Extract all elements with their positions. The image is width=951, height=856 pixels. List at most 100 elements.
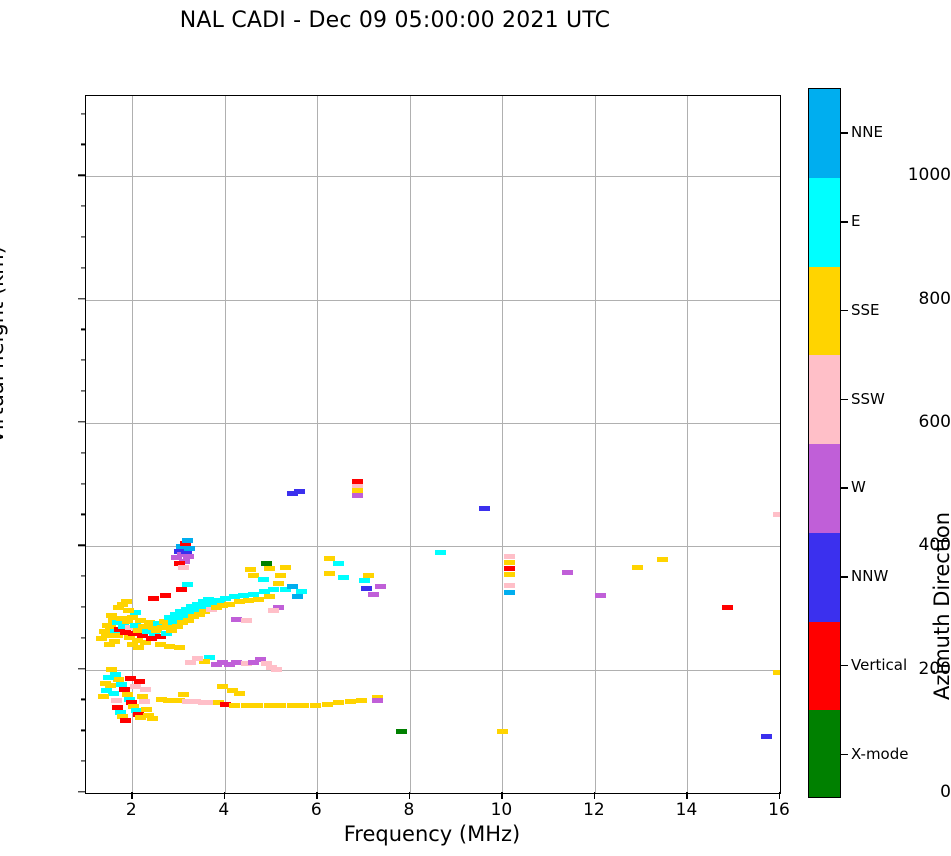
data-point	[351, 488, 363, 494]
data-point	[182, 617, 194, 623]
colorbar-segment-ssw[interactable]	[809, 355, 840, 444]
data-point	[721, 605, 733, 611]
x-axis-label: Frequency (MHz)	[343, 822, 521, 846]
data-point	[367, 591, 379, 597]
y-tick-minor	[81, 698, 85, 701]
data-point	[231, 659, 243, 665]
data-point	[279, 564, 291, 570]
data-point	[131, 637, 143, 643]
data-point	[189, 699, 201, 705]
data-point	[245, 567, 257, 573]
data-point	[142, 628, 154, 634]
data-point	[363, 573, 375, 579]
data-point	[356, 697, 368, 703]
data-point	[240, 702, 252, 708]
data-point	[201, 602, 213, 608]
x-tick-label: 2	[125, 800, 137, 820]
colorbar-segment-x-mode[interactable]	[809, 710, 840, 797]
data-point	[268, 607, 280, 613]
data-point	[594, 593, 606, 599]
data-point	[111, 633, 123, 639]
data-point	[130, 707, 142, 713]
data-point	[247, 659, 259, 665]
y-tick-mark	[78, 544, 85, 546]
data-point	[193, 611, 205, 617]
y-tick-mark	[78, 174, 85, 176]
x-tick-mark	[316, 792, 318, 799]
gridline-vertical	[409, 96, 411, 793]
data-point	[140, 686, 152, 692]
data-point	[184, 610, 196, 616]
y-tick-minor	[81, 606, 85, 608]
colorbar-label-nnw: NNW	[851, 567, 889, 586]
x-tick-label: 4	[218, 800, 230, 820]
data-point	[108, 638, 120, 644]
data-point	[217, 684, 229, 690]
data-point	[224, 662, 236, 668]
data-point	[219, 701, 231, 707]
y-tick-mark	[78, 421, 85, 423]
colorbar-label-w: W	[851, 478, 866, 497]
data-point	[199, 609, 211, 615]
gridline-horizontal	[86, 176, 780, 178]
data-point	[181, 699, 193, 705]
colorbar[interactable]	[808, 88, 841, 798]
data-point	[240, 617, 252, 623]
data-point	[253, 596, 265, 602]
data-point	[275, 702, 287, 708]
data-point	[293, 489, 305, 495]
y-tick-minor	[81, 236, 85, 238]
data-point	[259, 589, 271, 595]
data-point	[115, 615, 127, 621]
data-point	[195, 605, 207, 611]
data-point	[133, 679, 145, 685]
data-point	[504, 560, 516, 566]
colorbar-tick	[841, 664, 848, 667]
data-point	[112, 705, 124, 711]
colorbar-label-e: E	[851, 212, 861, 231]
colorbar-segment-nnw[interactable]	[809, 532, 840, 622]
data-point	[217, 602, 229, 608]
y-tick-minor	[81, 143, 85, 145]
x-tick-mark	[223, 792, 226, 799]
gridline-horizontal	[86, 299, 780, 301]
data-point	[248, 573, 260, 579]
data-point	[333, 700, 345, 706]
data-point	[121, 691, 133, 697]
colorbar-tick	[841, 132, 848, 134]
data-point	[233, 690, 245, 696]
data-point	[504, 582, 516, 588]
plot-area[interactable]	[85, 95, 781, 794]
y-tick-minor	[81, 359, 85, 361]
data-point	[109, 672, 121, 678]
data-point	[263, 702, 275, 708]
colorbar-segment-sse[interactable]	[809, 266, 840, 356]
data-point	[99, 680, 111, 686]
data-point	[148, 595, 160, 601]
data-point	[136, 632, 148, 638]
data-point	[105, 683, 117, 689]
colorbar-segment-nne[interactable]	[809, 89, 840, 178]
x-tick-label: 16	[768, 800, 790, 820]
data-point	[504, 590, 516, 596]
data-point	[185, 659, 197, 665]
x-tick-mark	[408, 792, 411, 799]
data-point	[296, 589, 308, 595]
colorbar-tick	[841, 221, 848, 223]
data-point	[372, 694, 384, 700]
y-tick-label: 1000	[907, 165, 951, 186]
data-point	[178, 564, 190, 570]
colorbar-segment-e[interactable]	[809, 177, 840, 267]
data-point	[337, 574, 349, 580]
data-point	[117, 602, 129, 608]
data-point	[175, 586, 187, 592]
x-tick-mark	[686, 792, 688, 799]
data-point	[120, 599, 132, 605]
data-point	[117, 714, 129, 719]
colorbar-segment-vertical[interactable]	[809, 621, 840, 711]
data-point	[190, 607, 202, 613]
data-point	[107, 690, 119, 696]
data-point	[183, 546, 195, 552]
colorbar-segment-w[interactable]	[809, 444, 840, 533]
data-point	[127, 642, 139, 648]
